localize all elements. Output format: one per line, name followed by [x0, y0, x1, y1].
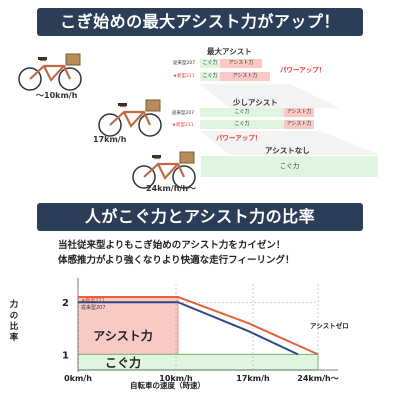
- assist-area-label: アシスト力: [93, 328, 153, 343]
- chart-xlabel: 自転車の速度（時速）: [130, 381, 205, 390]
- bicycle-icon: [98, 99, 162, 137]
- kogi-cell: こぐ力: [200, 108, 284, 117]
- kogi-cell: こぐ力: [200, 120, 284, 129]
- new-model-label: ★新型211: [173, 74, 195, 79]
- x-tick-label: 24km/h〜: [297, 374, 338, 383]
- series-label: 従来型207: [81, 304, 106, 311]
- kogi-cell: こぐ力: [201, 156, 378, 177]
- old-model-label: 従来型207: [172, 111, 195, 116]
- max-assist-title: 最大アシスト: [207, 47, 252, 56]
- power-up-text: パワーアップ！: [216, 134, 262, 142]
- x-tick-label: 17km/h: [236, 374, 270, 383]
- description-line-1: 当社従来型よりもこぎ始めのアシスト力をカイゼン！: [58, 240, 286, 251]
- chart-ylabel: 力の比率: [9, 300, 19, 343]
- low-assist-title: 少しアシスト: [233, 98, 278, 107]
- assist-cell: アシスト力: [284, 120, 314, 129]
- bicycle-icon: [18, 53, 82, 91]
- series-line: [78, 301, 299, 356]
- description-line-2: 体感推力がより強くなりより快適な走行フィーリング！: [58, 255, 295, 266]
- x-tick-label: 0km/h: [64, 374, 92, 383]
- y-tick-label: 2: [62, 298, 69, 309]
- section2-banner: 人がこぐ力とアシスト力の比率: [37, 203, 363, 231]
- assist-cell: アシスト力: [220, 59, 262, 68]
- old-model-label: 従来型207: [173, 61, 196, 66]
- x-tick-label: 10km/h: [159, 374, 193, 383]
- chart-annotation: アシストゼロ: [310, 322, 349, 330]
- y-tick-label: 1: [62, 350, 69, 361]
- assist-area: [77, 296, 179, 355]
- speed-label-10: 〜10km/h: [36, 91, 78, 100]
- series-label: ★新型211: [81, 297, 105, 304]
- new-model-label: ★新型211: [172, 123, 194, 128]
- kogi-area-label: こぐ力: [105, 355, 141, 370]
- section1-banner: こぎ始めの最大アシスト力がアップ！: [37, 8, 363, 36]
- speed-label-17: 17km/h: [93, 135, 127, 144]
- speed-label-24: 24km/h/h〜: [146, 184, 197, 193]
- perspective-fan: [200, 84, 380, 155]
- assist-cell: アシスト力: [220, 72, 270, 81]
- power-up-text: パワーアップ！: [280, 66, 326, 74]
- assist-cell: アシスト力: [284, 108, 314, 117]
- series-line: [78, 296, 319, 356]
- kogi-cell: こぐ力: [200, 72, 220, 81]
- kogi-cell: こぐ力: [200, 59, 220, 68]
- bicycle-icon: [132, 151, 196, 189]
- no-assist-title: アシストなし: [265, 146, 310, 155]
